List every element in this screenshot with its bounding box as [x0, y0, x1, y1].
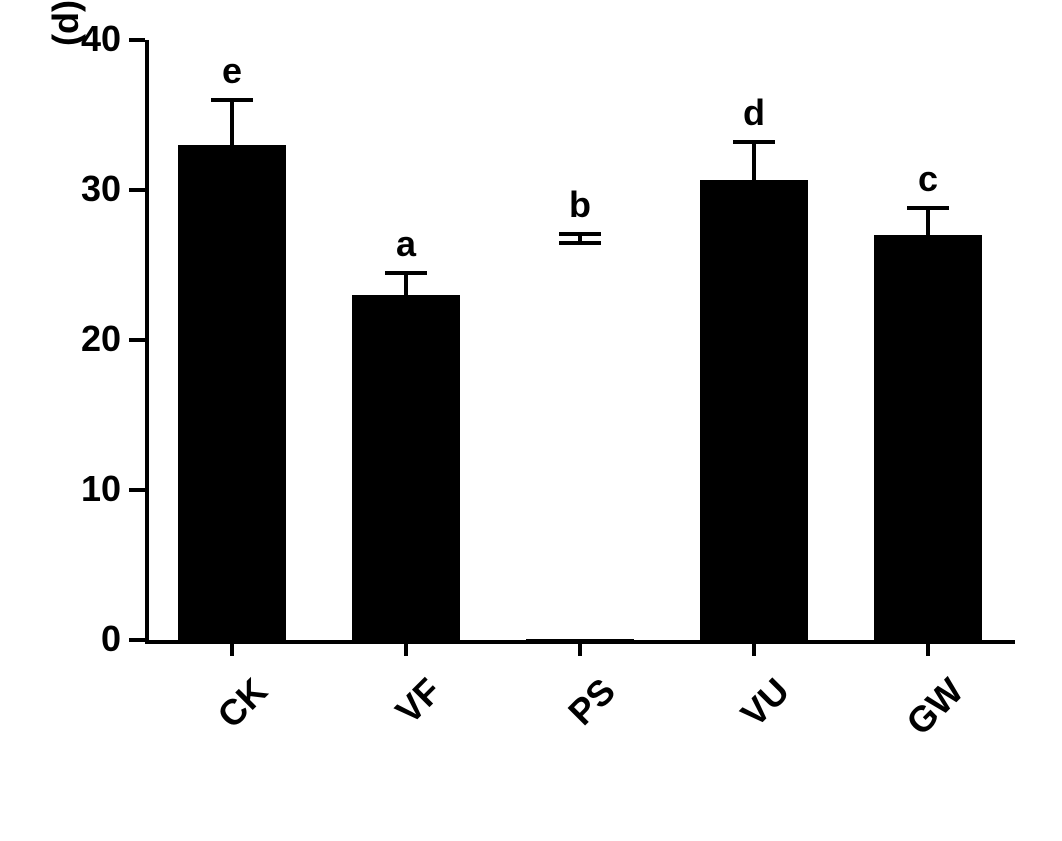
error-stem [230, 100, 234, 145]
significance-letter: a [366, 223, 446, 265]
x-tick-mark [404, 640, 408, 656]
error-stem [404, 273, 408, 296]
y-tick-label: 0 [0, 618, 121, 660]
x-tick-mark [230, 640, 234, 656]
significance-letter: c [888, 158, 968, 200]
significance-letter: d [714, 92, 794, 134]
x-tick-label: VU [627, 670, 798, 841]
error-cap-top [385, 271, 427, 275]
x-tick-label: PS [453, 670, 624, 841]
y-tick-mark [129, 488, 145, 492]
significance-letter: b [540, 184, 620, 226]
x-tick-mark [752, 640, 756, 656]
error-cap-bottom [559, 241, 601, 245]
bar [178, 145, 286, 640]
bar [352, 295, 460, 640]
error-cap-top [907, 206, 949, 210]
bar [700, 180, 808, 641]
x-tick-label: VF [279, 670, 450, 841]
error-stem [926, 208, 930, 235]
y-tick-mark [129, 338, 145, 342]
x-tick-label: GW [801, 670, 972, 841]
bar-chart: 010203040(d)eCKaVFbPSdVUcGW [0, 0, 1062, 781]
y-tick-label: 10 [0, 468, 121, 510]
y-axis-line [145, 40, 149, 640]
bar [874, 235, 982, 640]
error-cap-top [211, 98, 253, 102]
y-tick-mark [129, 188, 145, 192]
x-tick-label: CK [105, 670, 276, 841]
error-cap-top [733, 140, 775, 144]
error-stem [752, 142, 756, 180]
y-tick-mark [129, 638, 145, 642]
error-cap-top [559, 232, 601, 236]
y-axis-title: (d) [45, 0, 87, 46]
y-tick-label: 20 [0, 318, 121, 360]
x-tick-mark [578, 640, 582, 656]
y-tick-label: 30 [0, 168, 121, 210]
x-tick-mark [926, 640, 930, 656]
y-tick-mark [129, 38, 145, 42]
significance-letter: e [192, 50, 272, 92]
